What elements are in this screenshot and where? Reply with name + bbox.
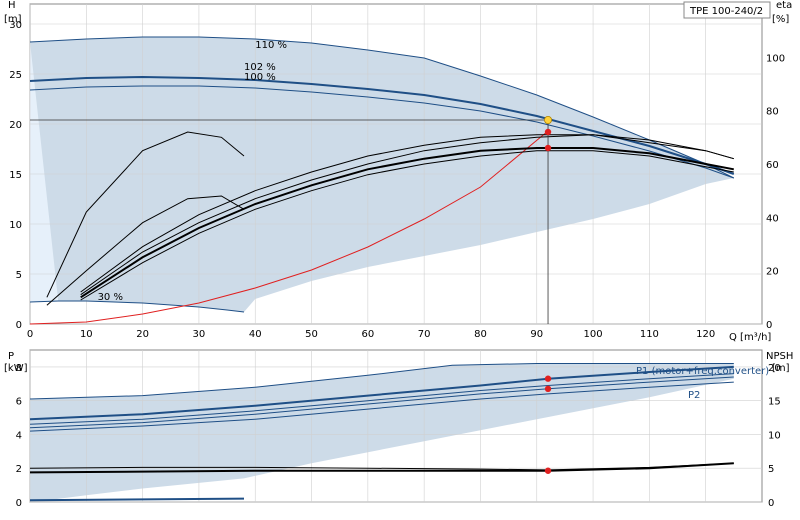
x-tick-label: 90: [530, 329, 543, 340]
model-label: TPE 100-240/2: [689, 6, 763, 17]
x-tick-label: 80: [474, 329, 487, 340]
y-left-tick-label: 20: [9, 120, 22, 131]
power-region: [30, 363, 734, 501]
p-tick-label: 2: [16, 464, 22, 475]
npsh-tick-label: 20: [768, 363, 781, 374]
series-line: [80, 134, 734, 296]
series-line: [29, 376, 734, 429]
series-line: [29, 363, 734, 400]
series-line: [29, 130, 549, 325]
y-right-tick-label: 80: [766, 107, 779, 118]
series-line: [29, 381, 734, 432]
curve-label: 30 %: [98, 292, 123, 303]
y-left-tick-label: 10: [9, 220, 22, 231]
p-label-unit: [kW]: [4, 363, 28, 374]
marker-point: [544, 467, 552, 474]
y-left-label-unit: [m]: [4, 14, 22, 25]
x-tick-label: 120: [696, 329, 715, 340]
p2-series-label: P2: [688, 390, 700, 401]
series-line: [29, 85, 734, 179]
y-left-tick-label: 15: [9, 170, 22, 181]
y-right-tick-label: 100: [766, 53, 785, 64]
x-tick-label: 100: [584, 329, 603, 340]
curve-label: 102 %: [244, 62, 276, 73]
model-label-box: [683, 1, 771, 19]
x-tick-label: 70: [418, 329, 431, 340]
series-line: [29, 300, 245, 313]
y-right-tick-label: 40: [766, 213, 779, 224]
x-tick-label: 60: [361, 329, 374, 340]
marker-point: [544, 385, 552, 393]
npsh-label-unit: [m]: [772, 363, 790, 374]
npsh-tick-label: 15: [768, 397, 781, 408]
x-tick-label: 50: [305, 329, 318, 340]
x-tick-label: 10: [80, 329, 93, 340]
p-label-top: P: [8, 351, 14, 362]
p1-series-label: P1 (motor+freq.converter): [636, 366, 769, 377]
y-right-tick-label: 0: [766, 320, 772, 331]
marker-point: [544, 144, 552, 152]
curve-label: 110 %: [255, 40, 287, 51]
series-line: [80, 150, 734, 301]
duty-point: [544, 116, 553, 125]
series-line: [29, 373, 734, 425]
x-tick-label: 0: [27, 329, 33, 340]
curve-label: 100 %: [244, 72, 276, 83]
x-tick-label: 110: [640, 329, 659, 340]
npsh-tick-label: 5: [768, 464, 774, 475]
series-line: [80, 134, 734, 293]
p-tick-label: 4: [16, 430, 22, 441]
p-tick-label: 0: [16, 498, 22, 509]
series-line: [46, 131, 245, 298]
npsh-tick-label: 10: [768, 430, 781, 441]
series-line: [29, 365, 734, 421]
x-tick-label: 30: [193, 329, 206, 340]
p-tick-label: 8: [16, 363, 22, 374]
y-left-label-top: H: [8, 0, 16, 11]
y-left-tick-label: 25: [9, 70, 22, 81]
p-tick-label: 6: [16, 397, 22, 408]
y-right-label-top: eta: [776, 0, 792, 11]
npsh-label-top: NPSH: [766, 351, 793, 362]
marker-point: [544, 128, 552, 136]
series-line: [46, 195, 245, 306]
y-left-tick-label: 30: [9, 20, 22, 31]
y-right-tick-label: 20: [766, 267, 779, 278]
y-right-label-unit: [%]: [772, 14, 789, 25]
head-efficiency-plot: 0 10 20 30 40 50 60 70 80 90 100 110 120 0 5 10 15 20 25 30…: [9, 3, 785, 340]
marker-point: [544, 375, 552, 382]
series-line: [29, 462, 734, 474]
y-left-tick-label: 0: [16, 320, 22, 331]
power-npsh-plot: 0 2 4 6 8 0 5 10 15 20: [16, 349, 781, 509]
series-line: [29, 497, 245, 502]
series-line: [29, 36, 735, 179]
y-left-tick-label: 5: [16, 270, 22, 281]
npsh-tick-label: 0: [768, 498, 774, 509]
operating-region: [30, 37, 734, 312]
series-line: [29, 75, 735, 175]
series-line: [80, 147, 734, 299]
x-tick-label: 40: [249, 329, 262, 340]
x-axis-label: Q [m³/h]: [729, 332, 771, 343]
x-tick-label: 20: [136, 329, 149, 340]
y-right-tick-label: 60: [766, 160, 779, 171]
